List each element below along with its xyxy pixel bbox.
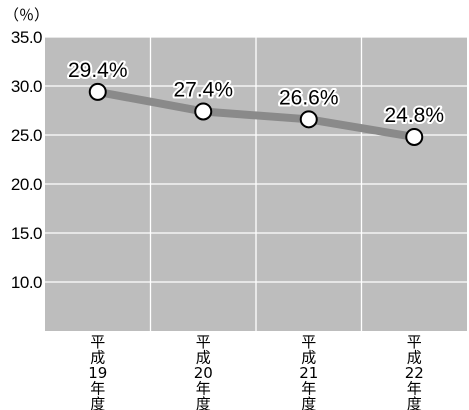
y-tick-label: 25.0 [11, 126, 42, 145]
x-category-part: 19 [88, 364, 107, 382]
data-label-1: 27.4% [173, 78, 233, 101]
data-label-0: 29.4% [68, 59, 128, 82]
y-tick-label: 10.0 [11, 273, 42, 292]
x-category-part: 度 [90, 395, 105, 410]
x-category-part: 成 [90, 349, 105, 367]
x-category-part: 22 [405, 364, 424, 382]
y-tick-label: 15.0 [11, 224, 42, 243]
x-category-part: 平 [196, 333, 211, 351]
data-point-1 [194, 102, 213, 121]
y-tick-label: 20.0 [11, 175, 42, 194]
x-category-part: 成 [301, 349, 316, 367]
grid-lines [45, 36, 467, 331]
data-labels: 29.4% 27.4% 26.6% 24.8% [66, 57, 446, 129]
data-point-0 [88, 82, 107, 101]
x-category-part: 度 [407, 395, 422, 410]
y-axis-ticks: 35.0 30.0 25.0 20.0 15.0 10.0 [11, 28, 43, 292]
x-category-part: 度 [301, 395, 316, 410]
data-point-2 [299, 110, 318, 129]
y-tick-label: 35.0 [11, 28, 42, 47]
data-point-3 [405, 127, 424, 146]
x-category-part: 年 [301, 380, 316, 398]
series-polyline [93, 87, 419, 141]
x-category-part: 年 [90, 380, 105, 398]
x-category-part: 度 [196, 395, 211, 410]
x-category-part: 成 [196, 349, 211, 367]
x-category-part: 成 [407, 349, 422, 367]
y-unit-label: （％） [4, 6, 49, 24]
x-category-part: 21 [299, 364, 318, 382]
x-category-part: 20 [194, 364, 213, 382]
x-category-part: 年 [407, 380, 422, 398]
y-tick-label: 30.0 [11, 77, 42, 96]
data-points [88, 82, 424, 146]
series-line [93, 87, 419, 141]
x-category-part: 平 [90, 333, 105, 351]
data-label-3: 24.8% [384, 104, 444, 127]
x-category-part: 平 [301, 333, 316, 351]
x-category-part: 年 [196, 380, 211, 398]
data-label-2: 26.6% [279, 86, 339, 109]
x-category-part: 平 [407, 333, 422, 351]
